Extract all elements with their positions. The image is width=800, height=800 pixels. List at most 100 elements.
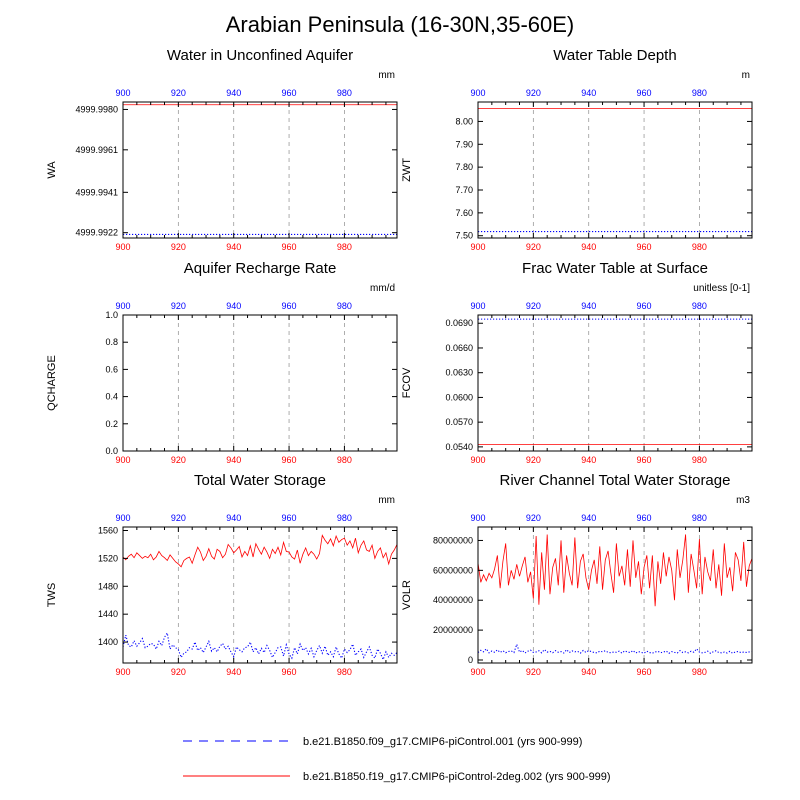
y-tick-label: 0.0 xyxy=(105,446,118,456)
x-tick-label-top: 980 xyxy=(692,88,707,98)
y-tick-label: 1440 xyxy=(98,609,118,619)
chart-title: Water in Unconfined Aquifer xyxy=(167,47,353,64)
x-tick-label-top: 980 xyxy=(692,513,707,523)
chart-title: River Channel Total Water Storage xyxy=(500,472,731,489)
x-tick-label-bottom: 940 xyxy=(226,455,241,465)
x-tick-label-bottom: 900 xyxy=(115,242,130,252)
y-tick-label: 7.70 xyxy=(455,185,473,195)
y-tick-label: 1480 xyxy=(98,581,118,591)
x-tick-label-top: 980 xyxy=(337,301,352,311)
x-tick-label-bottom: 980 xyxy=(337,667,352,677)
x-tick-label-bottom: 920 xyxy=(171,667,186,677)
series-line-1 xyxy=(122,631,398,661)
y-tick-label: 0.6 xyxy=(105,364,118,374)
y-axis-label: QCHARGE xyxy=(46,355,58,411)
x-tick-label-bottom: 960 xyxy=(282,667,297,677)
x-tick-label-bottom: 900 xyxy=(115,455,130,465)
x-tick-label-top: 980 xyxy=(692,301,707,311)
page-title: Arabian Peninsula (16-30N,35-60E) xyxy=(226,12,575,37)
chart-title: Total Water Storage xyxy=(194,472,326,489)
x-tick-label-top: 980 xyxy=(337,513,352,523)
y-tick-label: 1560 xyxy=(98,525,118,535)
x-tick-label-bottom: 920 xyxy=(526,242,541,252)
x-tick-label-top: 980 xyxy=(337,88,352,98)
x-tick-label-top: 960 xyxy=(282,88,297,98)
x-tick-label-bottom: 960 xyxy=(637,455,652,465)
x-tick-label-bottom: 960 xyxy=(637,242,652,252)
x-tick-label-top: 960 xyxy=(637,301,652,311)
y-tick-label: 0.0540 xyxy=(445,442,473,452)
y-tick-label: 4999.9961 xyxy=(75,145,118,155)
y-axis-label: WA xyxy=(46,161,58,179)
chart-panel: Total Water Storage mm TWS 900 900 920 920 940 9… xyxy=(46,472,398,677)
y-tick-label: 0.0630 xyxy=(445,368,473,378)
y-tick-label: 8.00 xyxy=(455,116,473,126)
series-line-2 xyxy=(122,534,398,568)
x-tick-label-top: 900 xyxy=(115,513,130,523)
x-tick-label-top: 900 xyxy=(470,88,485,98)
chart-title: Frac Water Table at Surface xyxy=(522,260,708,277)
y-tick-label: 60000000 xyxy=(433,565,473,575)
x-tick-label-top: 960 xyxy=(637,88,652,98)
x-tick-label-top: 960 xyxy=(282,513,297,523)
y-tick-label: 0 xyxy=(468,655,473,665)
x-tick-label-bottom: 900 xyxy=(115,667,130,677)
chart-panel: Water in Unconfined Aquifer mm WA 900 900 920… xyxy=(46,47,398,252)
x-tick-label-top: 900 xyxy=(115,88,130,98)
y-tick-label: 40000000 xyxy=(433,595,473,605)
plot-frame xyxy=(477,526,753,664)
x-tick-label-top: 940 xyxy=(581,513,596,523)
x-tick-label-top: 920 xyxy=(171,301,186,311)
x-tick-label-top: 940 xyxy=(226,513,241,523)
x-tick-label-bottom: 920 xyxy=(171,242,186,252)
plot-frame xyxy=(122,526,398,664)
chart-panel: Aquifer Recharge Rate mm/d QCHARGE 900 900 92… xyxy=(46,260,398,465)
x-tick-label-bottom: 980 xyxy=(692,242,707,252)
units-label: m3 xyxy=(736,495,750,506)
y-tick-label: 1.0 xyxy=(105,310,118,320)
y-tick-label: 0.8 xyxy=(105,337,118,347)
y-tick-label: 7.80 xyxy=(455,162,473,172)
y-tick-label: 0.4 xyxy=(105,392,118,402)
x-tick-label-top: 940 xyxy=(226,88,241,98)
x-tick-label-bottom: 900 xyxy=(470,242,485,252)
units-label: mm xyxy=(378,70,395,81)
x-tick-label-bottom: 900 xyxy=(470,455,485,465)
x-tick-label-bottom: 940 xyxy=(581,242,596,252)
x-tick-label-top: 920 xyxy=(526,88,541,98)
x-tick-label-bottom: 920 xyxy=(171,455,186,465)
legend-label-series-1: b.e21.B1850.f09_g17.CMIP6-piControl.001 … xyxy=(303,736,582,748)
chart-title: Water Table Depth xyxy=(553,47,676,64)
x-tick-label-bottom: 920 xyxy=(526,667,541,677)
panels: Water in Unconfined Aquifer mm WA 900 900 920… xyxy=(46,47,753,677)
x-tick-label-bottom: 940 xyxy=(581,667,596,677)
x-tick-label-top: 900 xyxy=(115,301,130,311)
series-line-1 xyxy=(477,642,753,654)
x-tick-label-bottom: 900 xyxy=(470,667,485,677)
y-axis-label: ZWT xyxy=(401,158,413,182)
units-label: mm xyxy=(378,495,395,506)
y-axis-label: FCOV xyxy=(401,367,413,398)
x-tick-label-top: 960 xyxy=(637,513,652,523)
x-tick-label-bottom: 920 xyxy=(526,455,541,465)
y-tick-label: 4999.9941 xyxy=(75,187,118,197)
y-tick-label: 7.50 xyxy=(455,231,473,241)
y-tick-label: 80000000 xyxy=(433,535,473,545)
y-tick-label: 0.0660 xyxy=(445,343,473,353)
x-tick-label-bottom: 940 xyxy=(581,455,596,465)
x-tick-label-bottom: 960 xyxy=(282,242,297,252)
series-line-2 xyxy=(477,534,753,607)
y-tick-label: 0.2 xyxy=(105,419,118,429)
legend: b.e21.B1850.f09_g17.CMIP6-piControl.001 … xyxy=(183,736,611,783)
units-label: m xyxy=(742,70,750,81)
x-tick-label-bottom: 980 xyxy=(337,242,352,252)
y-tick-label: 1520 xyxy=(98,553,118,563)
x-tick-label-bottom: 960 xyxy=(282,455,297,465)
x-tick-label-bottom: 960 xyxy=(637,667,652,677)
units-label: mm/d xyxy=(370,283,395,294)
x-tick-label-top: 940 xyxy=(581,88,596,98)
y-tick-label: 4999.9922 xyxy=(75,228,118,238)
legend-label-series-2: b.e21.B1850.f19_g17.CMIP6-piControl-2deg… xyxy=(303,771,611,783)
y-tick-label: 4999.9980 xyxy=(75,104,118,114)
